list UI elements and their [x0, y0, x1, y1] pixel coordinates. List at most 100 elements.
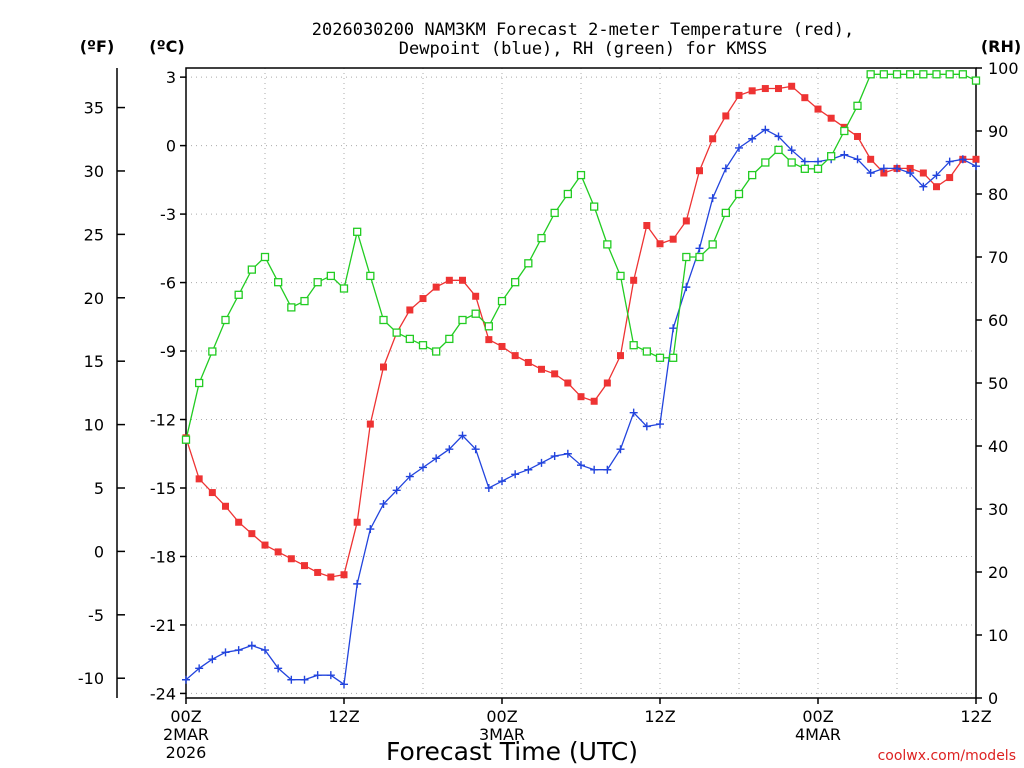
data-point: [867, 155, 875, 163]
data-point: [511, 470, 520, 479]
data-point: [287, 675, 296, 684]
data-point: [247, 641, 256, 650]
credit-label: coolwx.com/models: [878, 748, 1016, 764]
data-point: [353, 227, 362, 236]
data-point: [274, 548, 282, 556]
data-point: [326, 671, 335, 680]
celsius-tick-label: -3: [160, 205, 176, 224]
data-point: [261, 646, 269, 655]
fahrenheit-tick-label: 15: [84, 352, 104, 371]
data-point: [827, 114, 835, 122]
fahrenheit-tick-label: 10: [84, 416, 104, 435]
data-point: [208, 655, 217, 664]
data-point: [392, 328, 401, 337]
data-point: [459, 276, 466, 284]
data-point: [471, 309, 480, 318]
data-point: [327, 573, 335, 581]
celsius-tick-label: -9: [160, 342, 176, 361]
rh-tick-label: 10: [988, 626, 1008, 645]
data-point: [787, 158, 796, 167]
data-point: [511, 278, 520, 287]
data-point: [392, 486, 401, 495]
data-point: [590, 202, 599, 211]
rh-tick-label: 100: [988, 59, 1019, 78]
data-point: [906, 169, 915, 177]
data-point: [472, 292, 480, 300]
data-point: [892, 70, 902, 79]
data-point: [813, 164, 823, 173]
data-point: [761, 85, 769, 93]
gridlines: [186, 68, 976, 698]
celsius-axis: 3 0 -3 -6 -9 -12 -15 -18 -21 -24: [150, 68, 186, 703]
data-point: [919, 169, 927, 177]
series-dewpoint: [182, 125, 980, 689]
data-point: [537, 458, 546, 467]
data-point: [735, 143, 743, 152]
data-point: [550, 452, 559, 461]
data-point: [853, 155, 862, 164]
data-point: [932, 70, 941, 79]
data-point: [247, 265, 256, 274]
data-point: [538, 365, 545, 373]
data-point: [814, 105, 822, 113]
data-point: [919, 70, 928, 79]
rh-tick-label: 70: [988, 248, 1008, 267]
data-point: [971, 76, 981, 85]
data-point: [550, 208, 559, 218]
celsius-tick-label: -6: [160, 274, 176, 293]
data-point: [630, 276, 638, 284]
data-point: [853, 101, 862, 110]
fahrenheit-tick-label: -5: [88, 606, 104, 625]
data-point: [432, 347, 441, 356]
fahrenheit-tick-label: 5: [94, 479, 104, 498]
time-tick-label: 12Z: [644, 707, 675, 726]
data-point: [181, 435, 191, 444]
time-tick-label: 00Z: [802, 707, 833, 726]
rh-tick-label: 0: [988, 689, 998, 708]
fahrenheit-tick-label: 25: [84, 225, 104, 244]
data-point: [419, 295, 427, 303]
data-point: [708, 194, 717, 203]
data-point: [195, 378, 204, 388]
data-point: [906, 70, 915, 79]
data-point: [814, 157, 822, 166]
data-point: [721, 164, 730, 173]
fahrenheit-tick-label: 35: [84, 99, 104, 118]
series-layer: [181, 70, 981, 689]
data-point: [287, 555, 295, 563]
data-point: [617, 352, 624, 360]
data-point: [234, 290, 243, 299]
data-point: [774, 132, 783, 141]
data-point: [682, 252, 691, 262]
celsius-tick-label: 0: [166, 137, 176, 156]
celsius-tick-label: -24: [150, 684, 176, 703]
data-point: [748, 170, 757, 180]
data-point: [603, 465, 612, 474]
data-point: [405, 472, 414, 481]
series-line: [185, 73, 977, 440]
data-point: [576, 170, 586, 180]
fahrenheit-tick-label: 20: [84, 289, 104, 308]
data-point: [880, 169, 888, 177]
data-point: [379, 499, 388, 508]
rh-tick-label: 30: [988, 500, 1008, 519]
data-point: [485, 336, 493, 344]
data-point: [866, 70, 875, 79]
data-point: [840, 126, 849, 136]
data-point: [642, 347, 651, 356]
data-point: [313, 278, 322, 287]
data-point: [932, 171, 941, 180]
chart-title-line-1: 2026030200 NAM3KM Forecast 2-meter Tempe…: [312, 20, 854, 40]
data-point: [484, 322, 493, 331]
time-tick-label: 12Z: [960, 707, 991, 726]
data-point: [866, 169, 875, 177]
data-point: [655, 353, 665, 362]
fahrenheit-axis: 35 30 25 20 15 10 5 0 -5 -10: [78, 68, 125, 698]
data-point: [366, 525, 375, 534]
data-point: [524, 358, 532, 366]
data-point: [511, 352, 519, 360]
series-rh: [181, 70, 981, 444]
data-point: [498, 477, 506, 486]
